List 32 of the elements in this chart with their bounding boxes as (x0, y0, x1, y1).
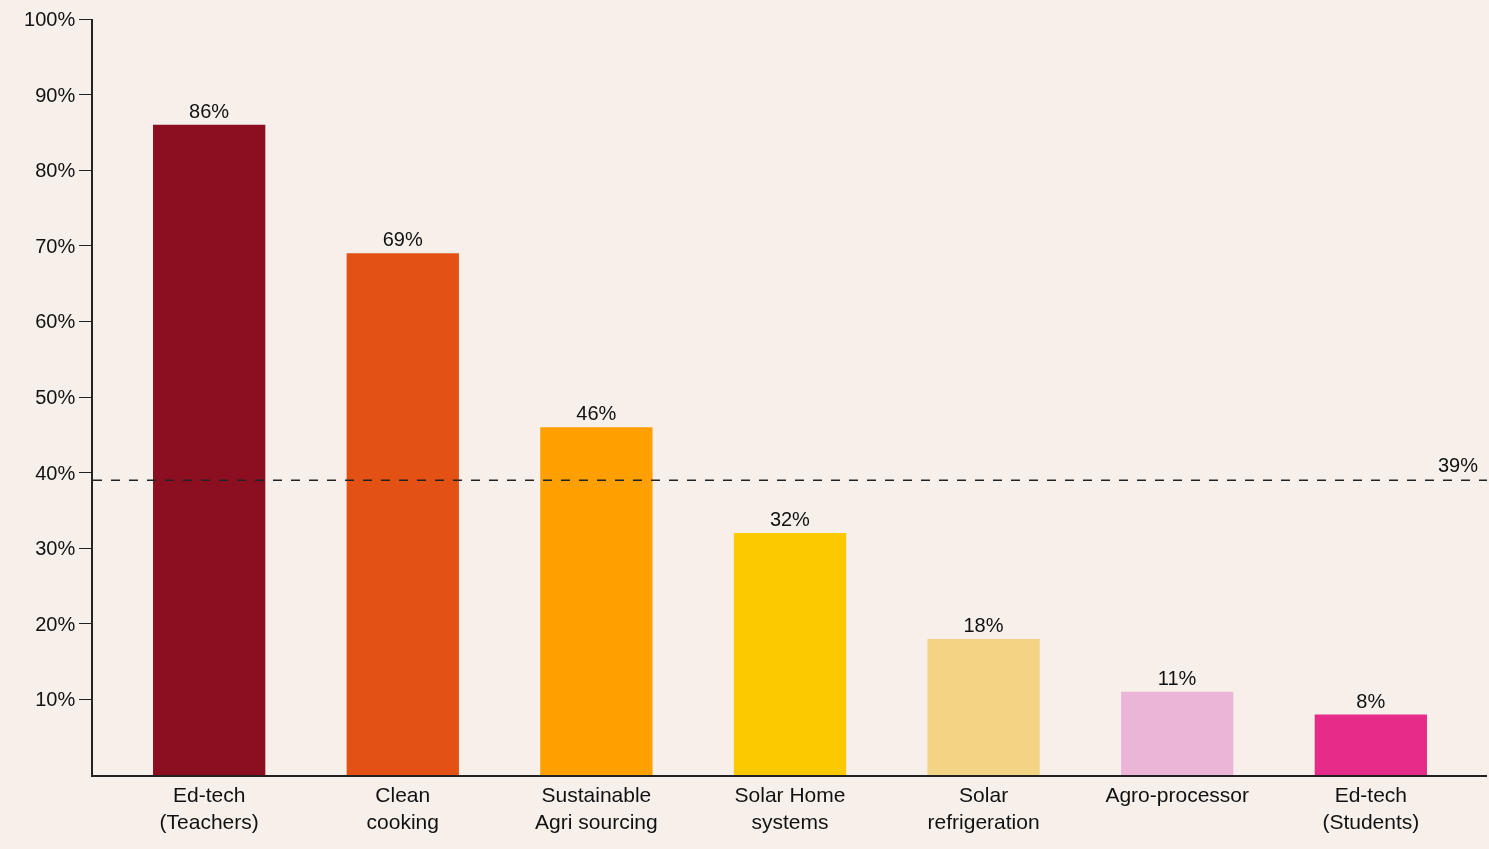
data-label: 86% (189, 99, 230, 122)
data-label: 8% (1356, 689, 1386, 712)
data-label: 11% (1157, 666, 1197, 689)
bar (346, 253, 459, 775)
y-tick-label: 90% (35, 83, 76, 106)
y-tick-label: 10% (35, 688, 76, 711)
x-tick-label: Ed-tech (Teachers) (159, 782, 259, 834)
x-tick-label: Clean cooking (366, 782, 439, 834)
data-label: 32% (769, 508, 811, 531)
bar (1314, 714, 1427, 775)
bar (927, 638, 1040, 775)
x-tick-label: Solar refrigeration (927, 782, 1040, 834)
y-tick-label: 30% (35, 537, 76, 560)
ref-line-label: 39% (1438, 454, 1479, 476)
data-label: 46% (576, 402, 617, 425)
y-tick-label: 80% (35, 159, 76, 182)
bar (540, 427, 653, 775)
y-tick-label: 50% (35, 386, 76, 408)
y-tick-label: 40% (35, 461, 76, 484)
bar (733, 533, 847, 775)
y-tick-label: 60% (35, 310, 76, 333)
y-tick-label: 70% (35, 234, 76, 257)
y-tick-label: 100% (24, 8, 76, 30)
data-label: 69% (382, 228, 423, 251)
data-label: 18% (963, 613, 1004, 636)
bar (1121, 691, 1234, 775)
x-tick-label: Sustainable Agri sourcing (535, 782, 658, 834)
y-tick-label: 20% (35, 612, 76, 635)
x-tick-label: Agro-processor (1105, 782, 1249, 806)
bar (153, 124, 266, 775)
x-tick-label: Ed-tech (Students) (1322, 782, 1420, 834)
x-tick-label: Solar Home systems (734, 782, 846, 834)
